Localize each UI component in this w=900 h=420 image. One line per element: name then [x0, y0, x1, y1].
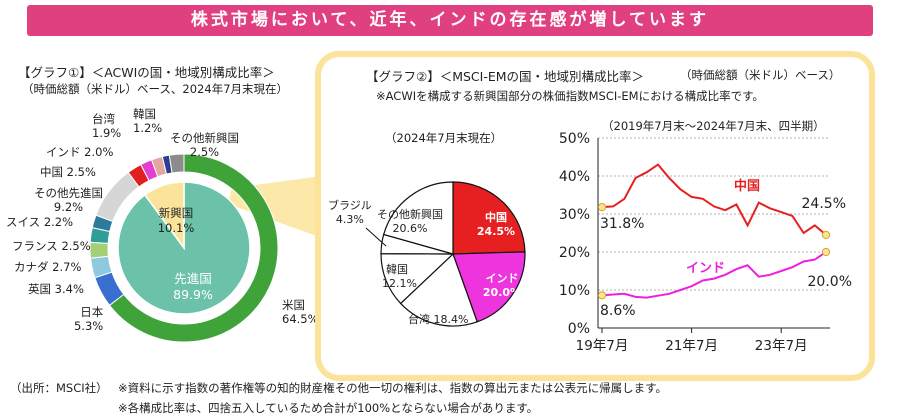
value-label: 24.5% [802, 196, 846, 212]
label-france: フランス 2.5% [12, 239, 91, 253]
y-tick-label: 0% [568, 321, 590, 337]
label-uk: 英国 3.4% [28, 282, 84, 296]
value-label: 31.8% [600, 216, 644, 232]
series-end-point [821, 247, 831, 257]
line-period: （2019年7月末～2024年7月末、四半期） [602, 119, 825, 133]
label-canada: カナダ 2.7% [14, 260, 82, 274]
y-tick-label: 10% [559, 283, 590, 299]
source-text: （出所：MSCI社） [10, 381, 108, 395]
footer-note-2: ※各構成比率は、四捨五入しているため合計が100%とならない場合があります。 [118, 401, 539, 415]
pie-label-korea: 韓国 12.1% [382, 263, 417, 290]
series-start-point [597, 291, 607, 300]
x-tick-label: 19年7月 [576, 338, 629, 354]
brazil-leader-line [365, 227, 387, 247]
x-tick-label: 23年7月 [755, 338, 808, 354]
value-label: 20.0% [808, 274, 852, 290]
y-tick-label: 40% [559, 169, 590, 185]
graph2-basis: （時価総額（米ドル）ベース） [680, 68, 841, 82]
y-tick-label: 20% [559, 245, 590, 261]
series-label-india: インド [686, 261, 725, 276]
em-pie-slice-2 [399, 252, 478, 327]
label-other-developed: その他先進国 9.2% [34, 186, 103, 214]
graph2-note: ※ACWIを構成する新興国部分の株価指数MSCI-EMにおける構成比率です。 [376, 89, 764, 103]
series-start-point [597, 203, 607, 212]
label-us: 米国 64.5% [282, 298, 319, 326]
inner-slice-1 [143, 181, 185, 251]
x-tick-label: 21年7月 [665, 338, 718, 354]
pie-label-brazil: ブラジル 4.3% [328, 199, 372, 226]
graph1-subheading: （時価総額（米ドル）ベース、2024年7月末現在） [22, 82, 289, 96]
value-label: 8.6% [600, 303, 636, 319]
outer-slice-0 [108, 153, 279, 343]
series-label-china: 中国 [734, 178, 760, 194]
pie-date: （2024年7月末現在） [385, 131, 503, 145]
em-pie-slice-0 [452, 181, 526, 255]
inner-label-em: 新興国 10.1% [157, 206, 195, 235]
label-switzerland: スイス 2.2% [6, 215, 74, 229]
label-korea-acwi: 韓国 1.2% [133, 107, 163, 135]
inner-label-developed: 先進国 89.9% [173, 271, 213, 302]
pie-label-china: 中国 24.5% [476, 211, 516, 238]
graph2-heading: 【グラフ②】＜MSCI-EMの国・地域別構成比率＞ [366, 69, 645, 84]
label-taiwan-acwi: 台湾 1.9% [92, 112, 122, 140]
pie-label-other-em: その他新興国 20.6% [377, 208, 443, 235]
y-tick-label: 30% [559, 207, 590, 223]
pie-label-india: インド 20.0% [482, 272, 522, 299]
outer-slice-11 [168, 153, 185, 174]
footer-note-1: ※資料に示す指数の著作権等の知的財産権その他一切の権利は、指数の算出元または公表… [118, 381, 667, 395]
series-end-point [821, 230, 831, 239]
label-other-em-acwi: その他新興国 2.5% [170, 131, 239, 159]
label-japan: 日本 5.3% [74, 305, 104, 333]
label-china-acwi: 中国 2.5% [40, 165, 96, 179]
y-tick-label: 50% [559, 131, 590, 147]
pie-label-taiwan: 台湾 18.4% [408, 313, 469, 326]
series-line-0 [601, 163, 827, 236]
acwi-donut-chart [89, 153, 279, 343]
page-title: 株式市場において、近年、インドの存在感が増しています [27, 5, 873, 36]
label-india-acwi: インド 2.0% [46, 145, 114, 159]
graph1-heading: 【グラフ①】＜ACWIの国・地域別構成比率＞ [18, 65, 275, 80]
em-pie-slice-5 [382, 181, 454, 255]
series-line-1 [601, 251, 827, 299]
